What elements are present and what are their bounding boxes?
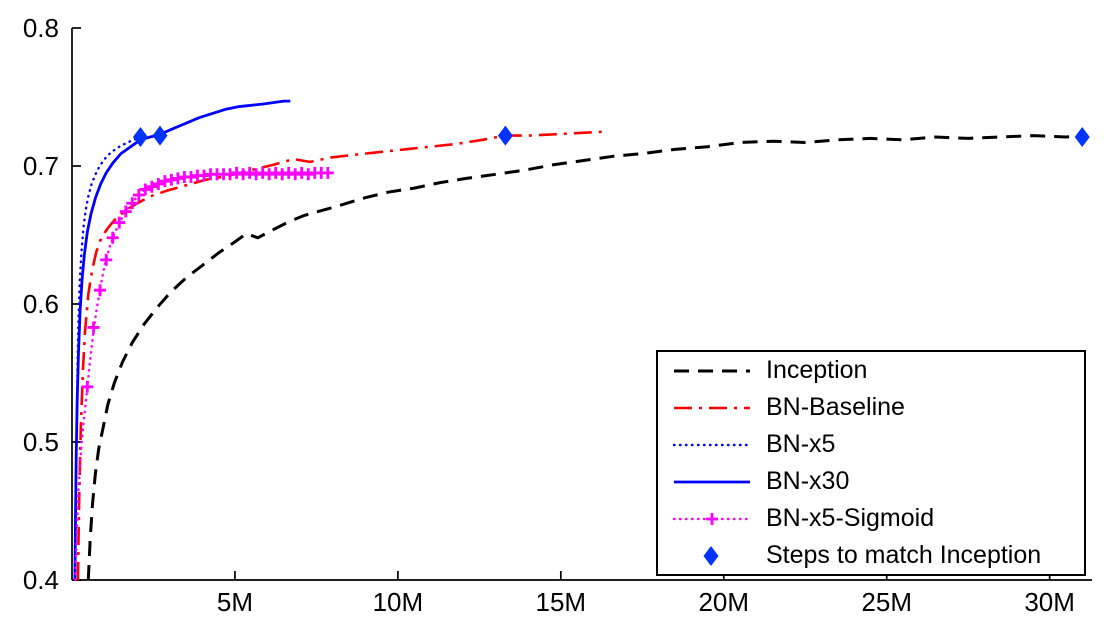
legend-sample-bn-x5-line [672,443,752,446]
legend-label-bn-x5-sigmoid: BN-x5-Sigmoid [766,504,935,532]
plus-marker [100,253,113,266]
legend-item-bn-x5-sigmoid: BN-x5-Sigmoid [658,501,1084,536]
x-tick-label: 15M [536,587,587,617]
series-line-BN-Baseline [76,130,607,581]
y-tick-label: 0.5 [23,427,59,457]
y-tick-label: 0.6 [23,289,59,319]
legend: Inception BN-Baseline BN-x5 BN-x30 BN-x5… [656,350,1086,576]
x-tick-label: 10M [373,587,424,617]
series-line-Inception [86,134,1083,581]
y-tick-label: 0.4 [23,565,59,595]
x-tick-label: 20M [698,587,749,617]
legend-label-steps-to-match: Steps to match Inception [766,541,1042,569]
plus-marker [106,231,119,244]
legend-item-bn-x30: BN-x30 [658,464,1084,499]
legend-item-steps-to-match: Steps to match Inception [658,538,1084,573]
y-tick-label: 0.8 [23,13,59,43]
legend-sample-bn-baseline-line [674,406,750,409]
legend-item-bn-x5: BN-x5 [658,427,1084,462]
match-diamond-icon [152,125,168,146]
legend-label-bn-x5: BN-x5 [766,430,836,458]
y-tick-label: 0.7 [23,151,59,181]
legend-sample-bn-x5-sigmoid-line [672,512,752,525]
series-line-BN-x30 [73,99,291,581]
plus-marker [145,180,158,193]
legend-item-inception: Inception [658,353,1084,388]
plus-marker [321,166,334,179]
legend-sample-inception-line [674,369,750,372]
legend-label-bn-x30: BN-x30 [766,467,850,495]
plus-marker [81,380,94,393]
x-tick-label: 30M [1024,587,1075,617]
legend-label-inception: Inception [766,356,868,384]
plus-marker [126,197,139,210]
legend-label-bn-baseline: BN-Baseline [766,393,905,421]
plus-marker [113,216,126,229]
x-tick-label: 25M [861,587,912,617]
legend-sample-bn-x30-line [674,480,750,483]
legend-item-bn-baseline: BN-Baseline [658,390,1084,425]
plus-marker [119,205,132,218]
plus-marker [132,188,145,201]
match-diamond-icon [1074,127,1090,148]
x-tick-label: 5M [217,587,253,617]
plus-marker [87,321,100,334]
legend-sample-diamond-icon [703,545,719,566]
plus-marker [139,183,152,196]
match-diamond-icon [497,125,513,146]
plus-marker [94,284,107,297]
series-line-BN-x5 [74,135,147,582]
plus-marker [152,177,165,190]
match-diamond-icon [132,127,148,148]
